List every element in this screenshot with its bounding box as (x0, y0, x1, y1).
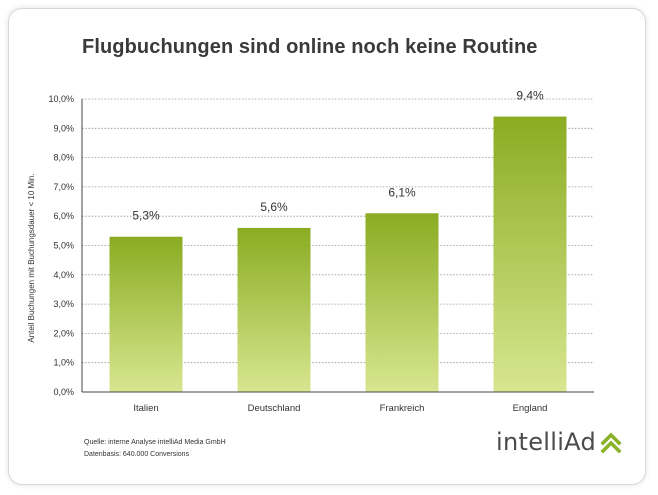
y-tick-label: 9,0% (53, 123, 74, 133)
y-tick-label: 1,0% (53, 358, 74, 368)
x-category-label: Frankreich (380, 403, 425, 414)
y-tick-label: 6,0% (53, 211, 74, 221)
logo-text: intelliAd (496, 428, 596, 456)
double-chevron-up-icon (600, 432, 622, 453)
chart-title: Flugbuchungen sind online noch keine Rou… (82, 36, 538, 58)
y-axis-label: Anteil Buchungen mit Buchungsdauer < 10 … (27, 173, 36, 342)
intelliad-logo: intelliAd (496, 428, 622, 456)
data-label: 5,3% (132, 209, 160, 223)
y-tick-label: 8,0% (53, 153, 74, 163)
source-line: Quelle: interne Analyse intelliAd Media … (84, 439, 226, 446)
x-category-label: England (513, 403, 548, 414)
data-labels: 5,3% 5,6% 6,1% 9,4% (132, 89, 544, 223)
database-line: Datenbasis: 640.000 Conversions (84, 451, 190, 458)
y-tick-label: 2,0% (53, 328, 74, 338)
y-tick-labels: 0,0% 1,0% 2,0% 3,0% 4,0% 5,0% 6,0% 7,0% 8,0% 9,0%… (48, 94, 74, 397)
y-tick-label: 10,0% (48, 94, 74, 104)
data-label: 5,6% (260, 200, 288, 214)
x-category-label: Italien (133, 403, 158, 414)
bar-italien (109, 236, 183, 392)
x-category-labels: Italien Deutschland Frankreich England (133, 403, 547, 414)
data-label: 6,1% (388, 185, 416, 199)
y-tick-label: 0,0% (53, 387, 74, 397)
bar-deutschland (237, 227, 311, 392)
source-note: Quelle: interne Analyse intelliAd Media … (84, 437, 226, 461)
y-tick-label: 3,0% (53, 299, 74, 309)
data-label: 9,4% (516, 89, 544, 103)
y-tick-label: 5,0% (53, 241, 74, 251)
bar-frankreich (365, 213, 439, 392)
bars (109, 116, 567, 392)
y-tick-label: 4,0% (53, 270, 74, 280)
bar-england (493, 116, 567, 392)
x-category-label: Deutschland (248, 403, 301, 414)
y-tick-label: 7,0% (53, 182, 74, 192)
